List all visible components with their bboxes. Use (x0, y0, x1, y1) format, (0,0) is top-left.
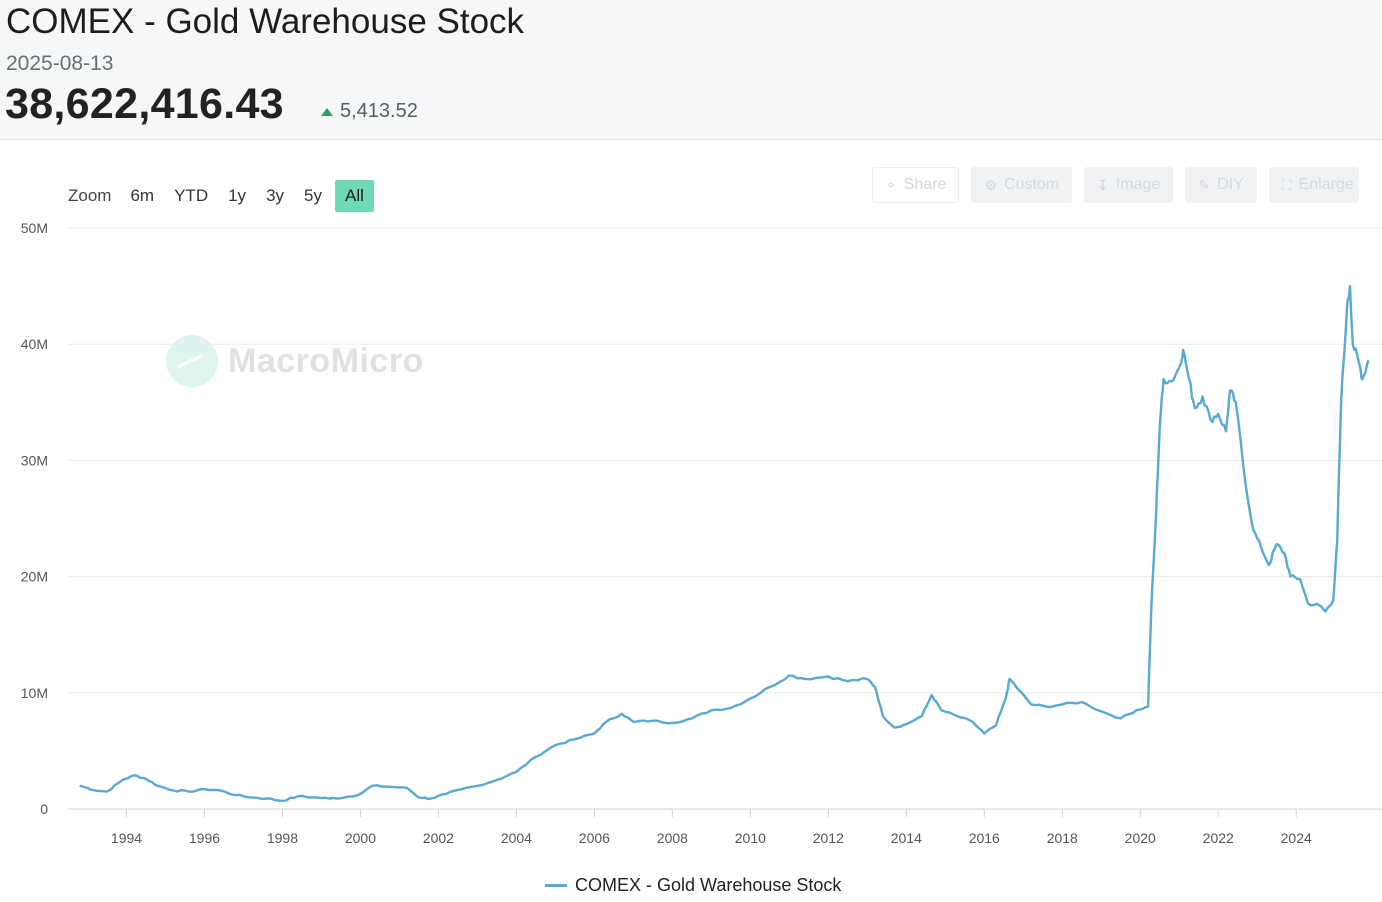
x-tick-label: 2006 (579, 830, 610, 846)
x-tick-label: 2024 (1281, 830, 1312, 846)
zoom-5y-button[interactable]: 5y (304, 186, 322, 205)
share-icon: ⚬ (885, 176, 897, 193)
chart-series (79, 284, 1370, 803)
pencil-icon: ✎ (1198, 176, 1211, 193)
diy-label: DIY (1217, 176, 1244, 193)
change-value: 5,413.52 (340, 100, 418, 122)
y-tick-label: 40M (21, 336, 48, 352)
y-axis: 0 10M 20M 30M 40M 50M (21, 220, 48, 817)
image-label: Image (1115, 176, 1161, 193)
chart-legend[interactable]: COMEX - Gold Warehouse Stock (545, 875, 841, 896)
series-line[interactable] (79, 284, 1370, 803)
change-indicator: 5,413.52 (321, 100, 418, 123)
zoom-3y-button[interactable]: 3y (266, 186, 285, 205)
share-button[interactable]: ⚬ Share (872, 167, 960, 203)
share-label: Share (903, 176, 947, 193)
zoom-label: Zoom (68, 186, 112, 205)
x-tick-label: 1994 (111, 830, 142, 846)
x-tick-label: 2002 (423, 830, 454, 846)
y-tick-label: 10M (21, 685, 48, 701)
x-tick-label: 2016 (969, 830, 1000, 846)
chart-grid (68, 227, 1382, 810)
x-tick-label: 2014 (891, 830, 922, 846)
custom-button[interactable]: ⚙ Custom (971, 167, 1073, 203)
zoom-all-button[interactable]: All (335, 180, 374, 212)
image-button[interactable]: ↧ Image (1084, 167, 1174, 203)
x-tick-label: 2012 (813, 830, 844, 846)
expand-icon: ⛶ (1281, 176, 1292, 193)
page-title: COMEX - Gold Warehouse Stock (6, 2, 525, 41)
macromicro-logo-icon (166, 335, 218, 387)
x-axis: 1994 1996 1998 2000 2002 2004 2006 2008 2010 2012… (111, 809, 1312, 846)
line-chart: 0 10M 20M 30M 40M 50M 1994 1996 1998 2000 2002 200… (21, 220, 1382, 846)
current-value: 38,622,416.43 (5, 80, 284, 128)
x-tick-label: 2020 (1125, 830, 1156, 846)
gear-icon: ⚙ (984, 176, 997, 193)
watermark-text: MacroMicro (228, 341, 424, 380)
zoom-bar: Zoom 6m YTD 1y 3y 5y All (68, 180, 380, 212)
x-tick-label: 2018 (1047, 830, 1078, 846)
watermark: MacroMicro (166, 335, 424, 387)
zoom-6m-button[interactable]: 6m (130, 186, 155, 205)
page-header: COMEX - Gold Warehouse Stock 2025-08-13 … (0, 0, 1382, 140)
x-tick-label: 1996 (189, 830, 220, 846)
legend-label: COMEX - Gold Warehouse Stock (575, 875, 842, 895)
y-tick-label: 50M (21, 220, 48, 236)
y-tick-label: 20M (21, 569, 48, 585)
chart-toolbar: ⚬ Share ⚙ Custom ↧ Image ✎ DIY ⛶ Enlarge (872, 167, 1359, 203)
y-tick-label: 0 (40, 801, 48, 817)
data-date: 2025-08-13 (6, 52, 114, 75)
y-tick-label: 30M (21, 452, 48, 468)
enlarge-label: Enlarge (1298, 176, 1354, 193)
x-tick-label: 1998 (267, 830, 298, 846)
x-tick-label: 2022 (1203, 830, 1234, 846)
x-tick-label: 2004 (501, 830, 532, 846)
x-tick-label: 2008 (657, 830, 688, 846)
x-tick-label: 2010 (735, 830, 766, 846)
legend-swatch (545, 884, 567, 887)
triangle-up-icon (321, 107, 333, 116)
zoom-1y-button[interactable]: 1y (228, 186, 247, 205)
download-icon: ↧ (1097, 176, 1109, 193)
enlarge-button[interactable]: ⛶ Enlarge (1268, 167, 1359, 203)
x-tick-label: 2000 (345, 830, 376, 846)
zoom-ytd-button[interactable]: YTD (174, 186, 209, 205)
diy-button[interactable]: ✎ DIY (1185, 167, 1257, 203)
custom-label: Custom (1004, 176, 1060, 193)
